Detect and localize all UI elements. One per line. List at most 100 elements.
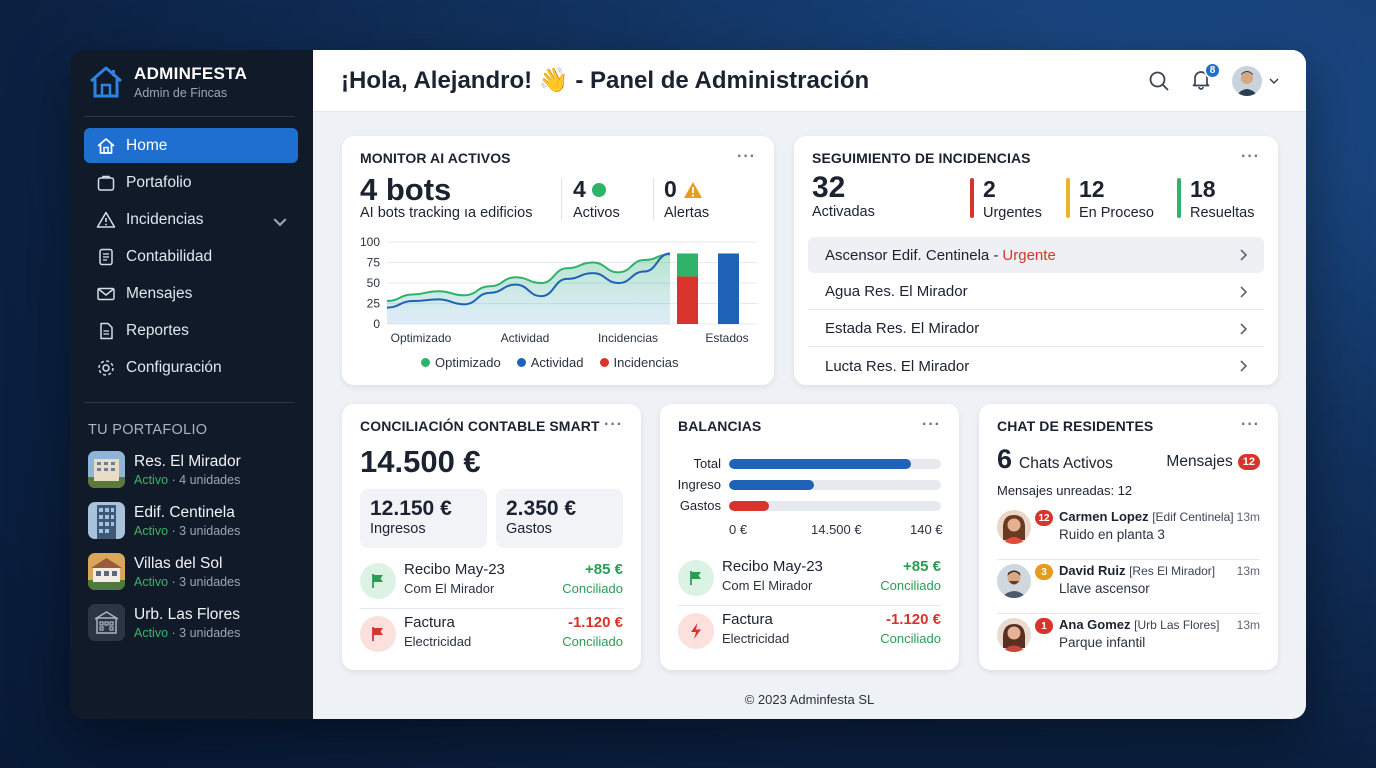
y-tick-label: 100 <box>360 235 380 249</box>
transaction-row[interactable]: Factura Electricidad -1.120 € Conciliado <box>678 607 941 659</box>
nav-item-contabilidad[interactable]: Contabilidad <box>84 239 298 274</box>
page-title: ¡Hola, Alejandro! 👋 - Panel de Administr… <box>341 67 870 94</box>
portfolio-item[interactable]: Res. El Mirador Activo · 4 unidades <box>88 451 241 488</box>
active-label: Activos <box>573 205 620 221</box>
transaction-row[interactable]: Factura Electricidad -1.120 € Conciliado <box>360 610 623 662</box>
nav-label: Portafolio <box>126 173 192 191</box>
sidebar: ADMINFESTA Admin de Fincas Home Portafol… <box>70 50 313 719</box>
sender-building: [Urb Las Flores] <box>1134 618 1220 632</box>
transaction-row[interactable]: Recibo May-23 Com El Mirador +85 € Conci… <box>360 557 623 609</box>
transaction-title: Factura <box>722 611 773 628</box>
incident-row[interactable]: Agua Res. El Mirador <box>808 274 1264 310</box>
nav-item-mensajes[interactable]: Mensajes <box>84 276 298 311</box>
building-outline-icon <box>88 604 125 641</box>
legend-item: Optimizado <box>421 355 501 370</box>
more-options-icon[interactable]: ··· <box>737 148 756 165</box>
ledger-icon <box>99 248 113 265</box>
y-tick-label: 25 <box>367 297 381 311</box>
transaction-title: Recibo May-23 <box>404 561 505 578</box>
more-options-icon[interactable]: ··· <box>922 416 941 433</box>
x-tick-label: Incidencias <box>598 331 658 345</box>
incident-row[interactable]: Lucta Res. El Mirador <box>808 348 1264 384</box>
more-options-icon[interactable]: ··· <box>1241 148 1260 165</box>
nav-label: Reportes <box>126 321 189 339</box>
nav-item-portafolio[interactable]: Portafolio <box>84 165 298 200</box>
chat-item[interactable]: 1 Ana Gomez [Urb Las Flores] Parque infa… <box>997 616 1260 668</box>
briefcase-icon <box>97 175 115 191</box>
home-icon <box>97 137 115 154</box>
legend-item: Incidencias <box>599 355 679 370</box>
incident-text: Ascensor Edif. Centinela - <box>825 246 999 264</box>
chevron-down-icon[interactable] <box>270 212 290 232</box>
incident-row[interactable]: Estada Res. El Mirador <box>808 311 1264 347</box>
series-line-optimizado <box>386 253 671 303</box>
portfolio-item[interactable]: Urb. Las Flores Activo · 3 unidades <box>88 604 240 641</box>
divider <box>653 178 654 220</box>
nav-item-home[interactable]: Home <box>84 128 298 163</box>
avatar <box>1232 66 1262 96</box>
incident-row[interactable]: Ascensor Edif. Centinela - Urgente <box>808 237 1264 273</box>
app-window: ADMINFESTA Admin de Fincas Home Portafol… <box>70 50 1306 719</box>
progress-stat: 12 En Proceso <box>1079 176 1154 221</box>
transaction-sub: Electricidad <box>404 634 472 649</box>
property-units: · 3 unidades <box>171 625 241 640</box>
footer: © 2023 Adminfesta SL <box>744 692 875 707</box>
green-dot-icon <box>591 182 606 197</box>
mail-icon <box>97 287 115 300</box>
unread-badge: 3 <box>1035 564 1053 580</box>
transaction-row[interactable]: Recibo May-23 Com El Mirador +85 € Conci… <box>678 554 941 606</box>
chart-legend: Optimizado Actividad Incidencias <box>421 355 679 370</box>
chat-item[interactable]: 12 Carmen Lopez [Edif Centinela] Ruido e… <box>997 508 1260 560</box>
nav-item-reportes[interactable]: Reportes <box>84 313 298 348</box>
bell-icon <box>1192 70 1210 90</box>
bar-label: Gastos <box>679 498 721 513</box>
transaction-status: Conciliado <box>880 578 941 593</box>
messages-badge: 12 <box>1237 454 1260 470</box>
sender-name: Carmen Lopez <box>1059 509 1149 524</box>
nav-label: Incidencias <box>126 210 204 228</box>
y-tick-label: 75 <box>367 256 381 270</box>
unread-badge: 12 <box>1035 510 1053 526</box>
nav-label: Contabilidad <box>126 247 213 265</box>
nav-item-incidencias[interactable]: Incidencias <box>84 202 298 237</box>
sender-name: David Ruiz <box>1059 563 1126 578</box>
portfolio-item[interactable]: Edif. Centinela Activo · 3 unidades <box>88 502 240 539</box>
x-tick-label: Optimizado <box>391 331 452 345</box>
chat-time: 13m <box>1236 564 1260 578</box>
chevron-right-icon <box>1240 249 1248 261</box>
urgent-indicator <box>970 178 974 218</box>
transaction-status: Conciliado <box>880 631 941 646</box>
property-status: Activo <box>134 523 169 538</box>
notifications-button[interactable]: 8 <box>1190 61 1221 95</box>
messages-summary[interactable]: Mensajes 12 <box>1166 453 1260 471</box>
alert-label: Alertas <box>664 205 710 221</box>
property-status: Activo <box>134 472 169 487</box>
more-options-icon[interactable]: ··· <box>604 416 623 433</box>
brand[interactable]: ADMINFESTA Admin de Fincas <box>88 64 247 100</box>
search-icon[interactable] <box>1148 70 1170 92</box>
more-options-icon[interactable]: ··· <box>1241 416 1260 433</box>
progress-count: 12 <box>1079 176 1105 202</box>
reconciliation-card: CONCILIACIÓN CONTABLE SMART ··· 14.500 €… <box>342 404 641 670</box>
incidents-total-label: Activadas <box>812 204 875 220</box>
reconciliation-total: 14.500 € <box>360 444 481 479</box>
user-menu[interactable] <box>1232 66 1280 96</box>
urgent-stat: 2 Urgentes <box>983 176 1042 221</box>
alert-count: 0 <box>664 176 677 202</box>
property-units: · 4 unidades <box>171 472 241 487</box>
portfolio-item[interactable]: Villas del Sol Activo · 3 unidades <box>88 553 240 590</box>
chat-message: Parque infantil <box>1059 635 1146 650</box>
bar-fill <box>729 501 770 511</box>
property-status: Activo <box>134 625 169 640</box>
bar-label: Total <box>693 456 721 471</box>
incidents-total: 32 <box>812 171 846 204</box>
sender-name: Ana Gomez <box>1059 617 1131 632</box>
unread-text: Mensajes unreadas: 12 <box>997 483 1133 498</box>
property-name: Res. El Mirador <box>134 452 241 470</box>
chat-item[interactable]: 3 David Ruiz [Res El Mirador] Llave asce… <box>997 562 1260 614</box>
nav-item-configuracion[interactable]: Configuración <box>84 350 298 385</box>
property-status: Activo <box>134 574 169 589</box>
urgent-tag: Urgente <box>1002 246 1056 264</box>
warning-icon <box>96 211 116 228</box>
divider <box>84 402 294 403</box>
